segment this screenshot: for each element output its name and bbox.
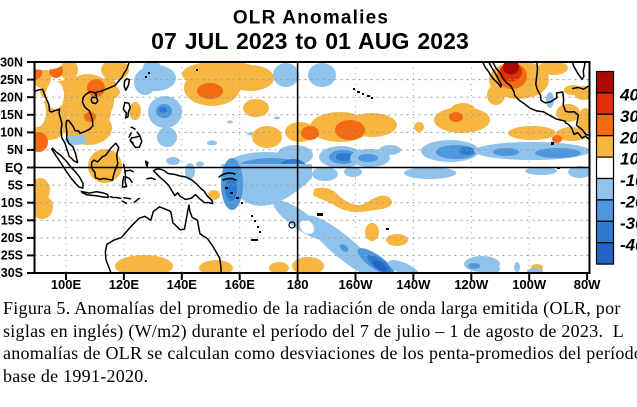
svg-text:100W: 100W [512,277,547,292]
svg-text:15N: 15N [0,108,23,122]
svg-text:80W: 80W [574,277,601,292]
svg-text:140E: 140E [167,277,198,292]
svg-text:30S: 30S [1,266,23,280]
svg-text:20N: 20N [0,91,23,105]
svg-text:20S: 20S [1,231,23,245]
svg-text:10: 10 [620,150,637,169]
svg-text:-20: -20 [620,193,637,212]
svg-text:30N: 30N [0,56,23,70]
svg-text:10N: 10N [0,126,23,140]
svg-text:120E: 120E [109,277,140,292]
svg-text:25S: 25S [1,249,23,263]
svg-text:160E: 160E [225,277,256,292]
svg-text:120W: 120W [454,277,489,292]
svg-text:30: 30 [620,107,637,126]
svg-text:5N: 5N [7,143,23,157]
svg-text:20: 20 [619,128,637,147]
svg-text:160W: 160W [339,277,374,292]
svg-text:07 JUL 2023 to 01 AUG 2023: 07 JUL 2023 to 01 AUG 2023 [151,28,469,54]
svg-text:-40: -40 [620,235,637,254]
svg-text:OLR Anomalies: OLR Anomalies [233,8,389,29]
svg-text:140W: 140W [396,277,431,292]
svg-text:-10: -10 [620,171,637,190]
svg-text:180: 180 [287,277,309,292]
svg-text:EQ: EQ [5,161,23,175]
svg-text:10S: 10S [1,196,23,210]
svg-text:15S: 15S [1,214,23,228]
svg-text:100E: 100E [51,277,82,292]
svg-text:40: 40 [619,86,637,105]
svg-text:25N: 25N [0,73,23,87]
svg-text:-30: -30 [620,214,637,233]
svg-text:5S: 5S [8,179,23,193]
